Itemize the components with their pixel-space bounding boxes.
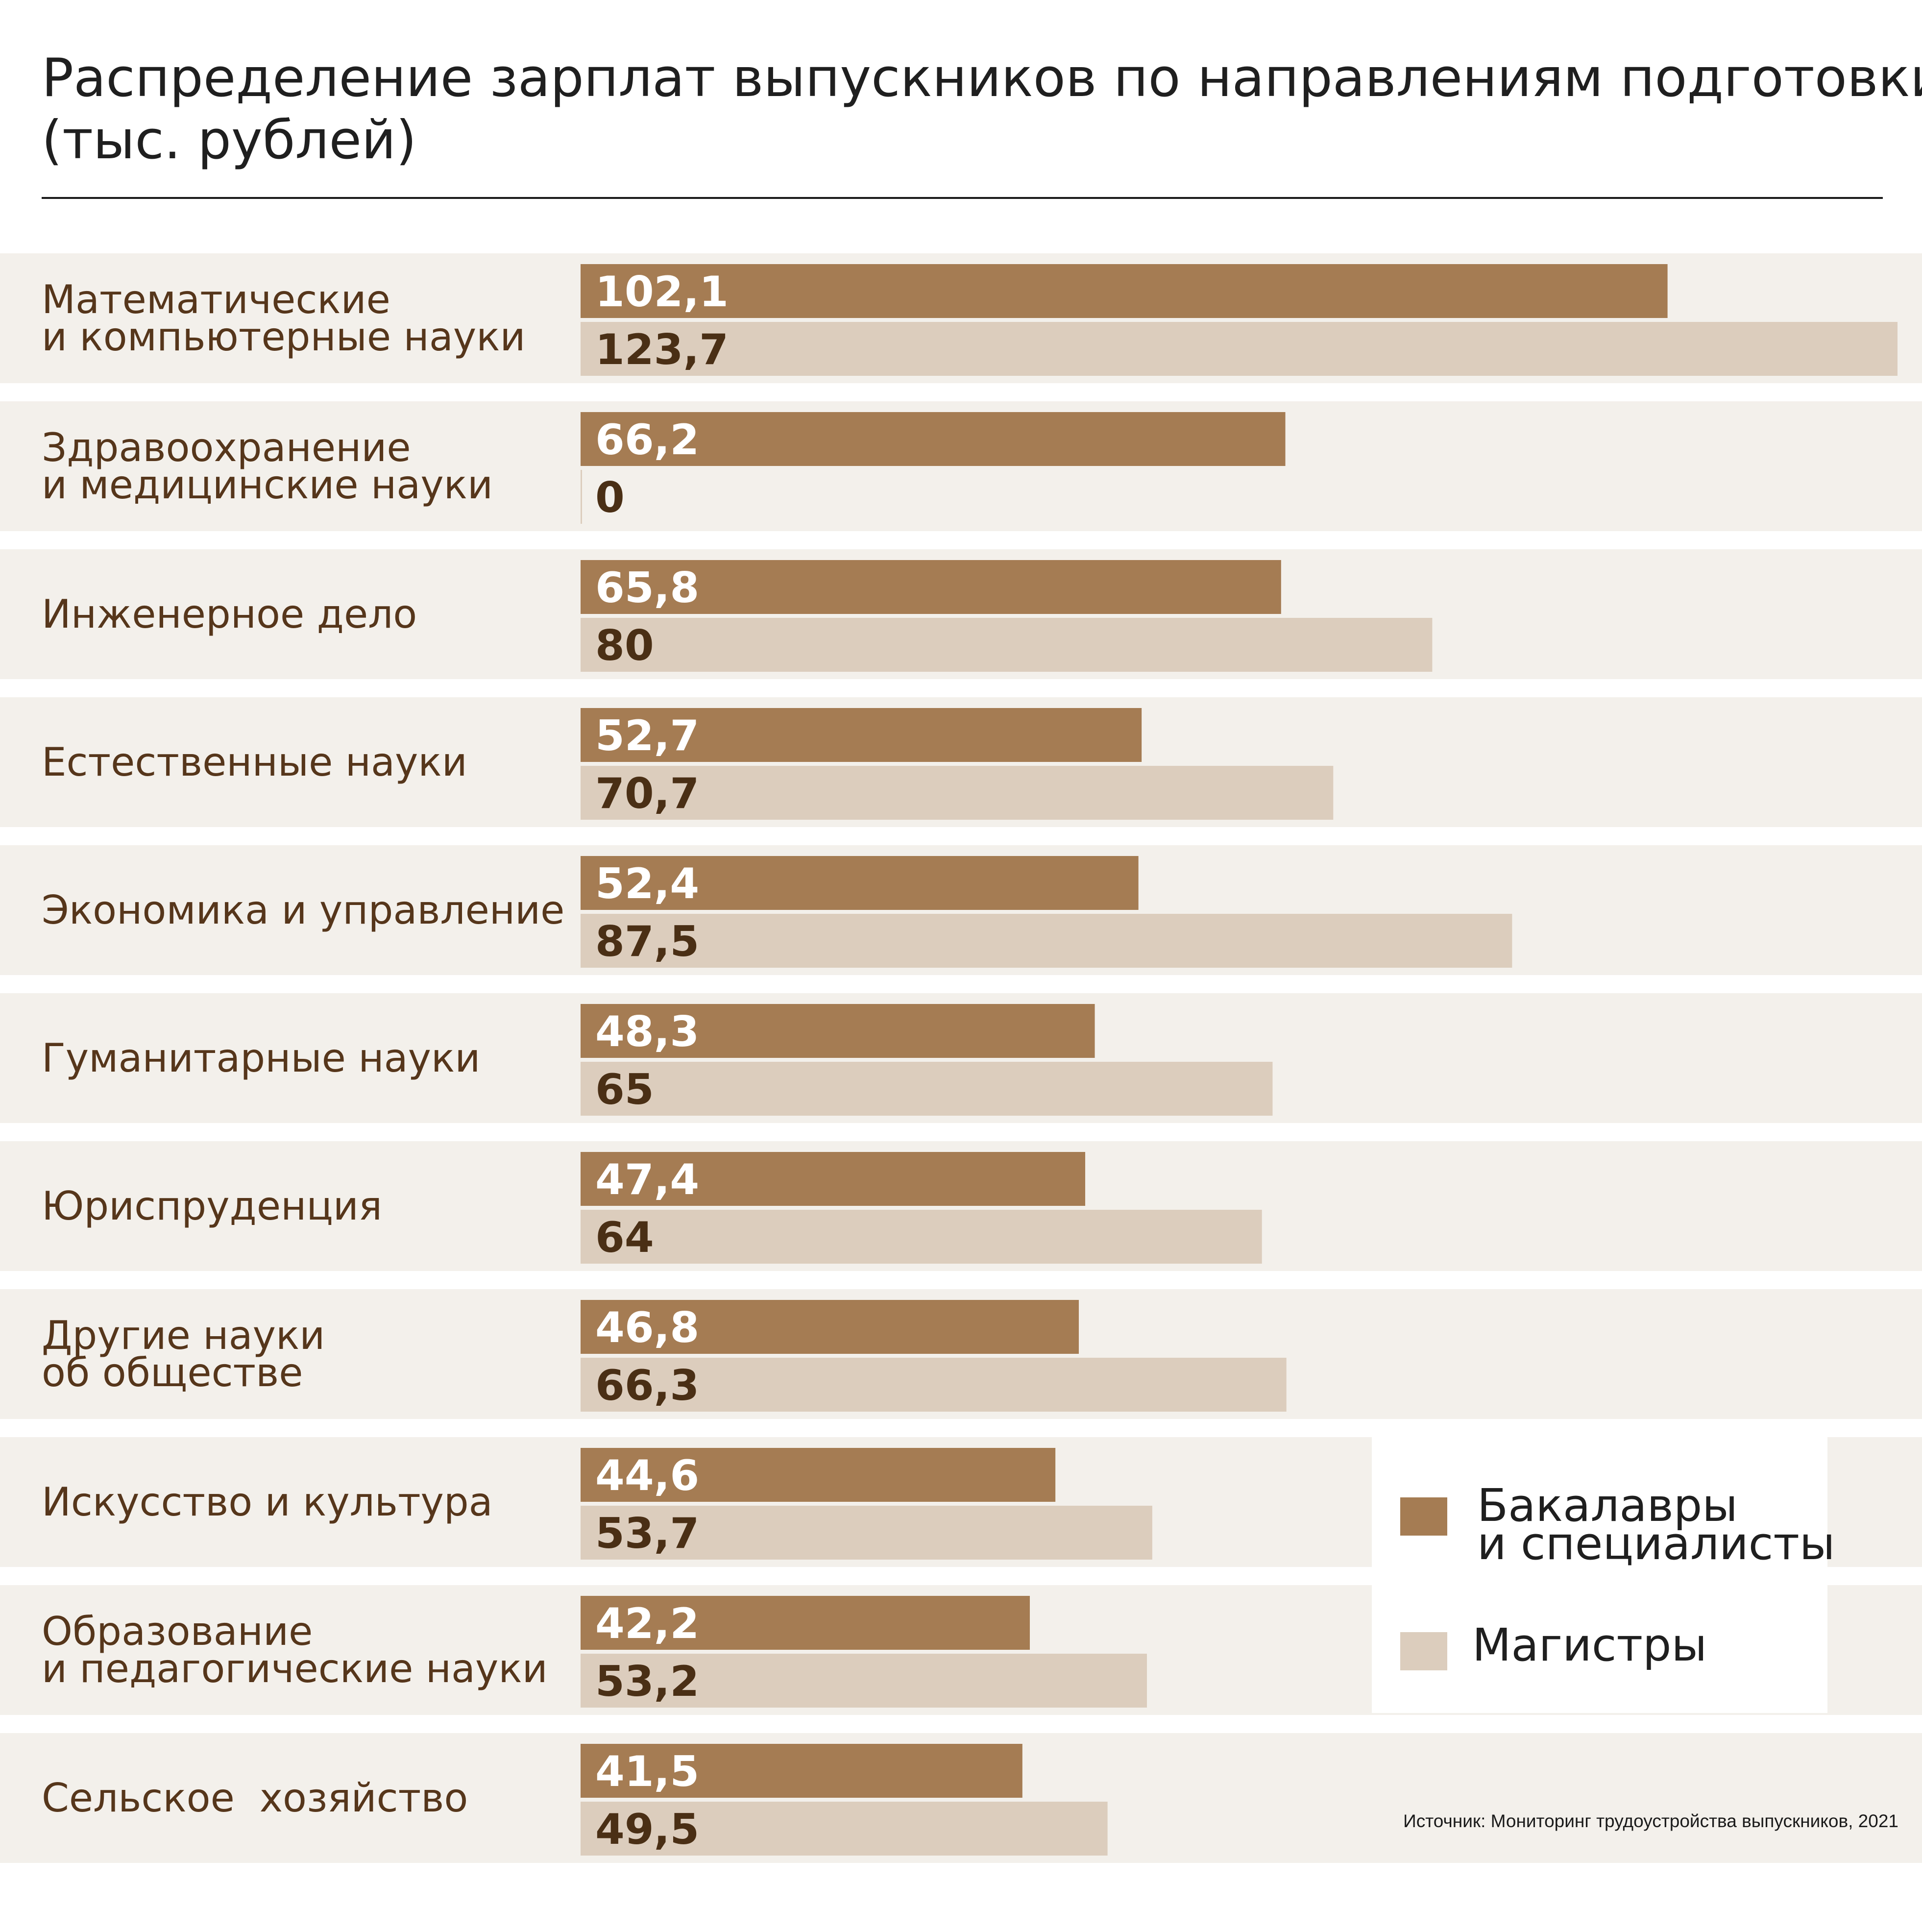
value-label-masters: 70,7 bbox=[595, 769, 699, 818]
category-label: Инженерное дело bbox=[42, 591, 417, 637]
category-label: Образование и педагогические науки bbox=[42, 1608, 548, 1691]
category-label: Экономика и управление bbox=[42, 887, 565, 933]
bar-bachelors bbox=[581, 1004, 1095, 1058]
bar-masters bbox=[581, 1358, 1287, 1412]
category-label: Сельское хозяйство bbox=[42, 1775, 468, 1821]
category-label: Естественные науки bbox=[42, 739, 467, 785]
bar-masters bbox=[581, 1210, 1262, 1264]
value-label-masters: 49,5 bbox=[595, 1805, 699, 1854]
bar-masters bbox=[581, 1654, 1147, 1708]
bar-bachelors bbox=[581, 560, 1281, 614]
value-label-masters: 80 bbox=[595, 621, 654, 670]
bar-bachelors bbox=[581, 708, 1142, 762]
value-label-bachelors: 66,2 bbox=[595, 416, 699, 465]
value-label-bachelors: 65,8 bbox=[595, 563, 699, 612]
bar-bachelors bbox=[581, 264, 1668, 318]
value-label-masters: 0 bbox=[595, 473, 625, 522]
value-label-masters: 64 bbox=[595, 1213, 654, 1262]
bar-bachelors bbox=[581, 1744, 1022, 1798]
value-label-bachelors: 44,6 bbox=[595, 1451, 699, 1500]
value-label-bachelors: 102,1 bbox=[595, 268, 729, 317]
value-label-masters: 53,2 bbox=[595, 1657, 699, 1706]
legend-label-bachelors-line-2: и специалисты bbox=[1477, 1517, 1835, 1570]
bar-bachelors bbox=[581, 1448, 1056, 1502]
value-label-bachelors: 52,7 bbox=[595, 711, 699, 760]
title-divider bbox=[42, 197, 1883, 199]
bar-bachelors bbox=[581, 1300, 1079, 1354]
category-label: Другие науки об обществе bbox=[42, 1312, 325, 1395]
value-label-bachelors: 42,2 bbox=[595, 1599, 699, 1648]
legend-label-masters: Магистры bbox=[1472, 1619, 1707, 1671]
bar-bachelors bbox=[581, 1596, 1030, 1650]
value-label-masters: 123,7 bbox=[595, 325, 729, 374]
category-label: Искусство и культура bbox=[42, 1479, 493, 1525]
bar-bachelors bbox=[581, 412, 1286, 466]
legend-label-bachelors-line-1: Бакалавры bbox=[1477, 1479, 1738, 1532]
value-label-bachelors: 48,3 bbox=[595, 1007, 699, 1056]
bar-masters bbox=[581, 618, 1433, 672]
category-label: Математические и компьютерные науки bbox=[42, 276, 526, 360]
bar-bachelors bbox=[581, 1152, 1086, 1206]
bar-masters bbox=[581, 1802, 1108, 1856]
source-note: Источник: Мониторинг трудоустройства вып… bbox=[1403, 1811, 1898, 1831]
value-label-masters: 66,3 bbox=[595, 1361, 699, 1410]
category-label: Здравоохранение и медицинские науки bbox=[42, 424, 493, 508]
legend-swatch-bachelors bbox=[1400, 1497, 1447, 1536]
category-label: Гуманитарные науки bbox=[42, 1035, 481, 1081]
value-label-bachelors: 47,4 bbox=[595, 1155, 699, 1204]
chart-title-line-2: (тыс. рублей) bbox=[42, 110, 417, 171]
bar-masters bbox=[581, 914, 1512, 968]
value-label-masters: 65 bbox=[595, 1065, 654, 1114]
value-label-masters: 87,5 bbox=[595, 917, 699, 966]
value-label-bachelors: 52,4 bbox=[595, 859, 699, 908]
value-label-bachelors: 41,5 bbox=[595, 1747, 699, 1796]
bar-masters bbox=[581, 1062, 1273, 1116]
bar-masters bbox=[581, 766, 1334, 820]
value-label-bachelors: 46,8 bbox=[595, 1303, 699, 1352]
bar-bachelors bbox=[581, 856, 1139, 910]
bar-masters bbox=[581, 1506, 1152, 1560]
bar-masters bbox=[581, 322, 1898, 376]
legend-swatch-masters bbox=[1400, 1632, 1447, 1670]
legend: Бакалавры и специалисты Магистры bbox=[1372, 1434, 1835, 1713]
category-label: Юриспруденция bbox=[42, 1183, 382, 1229]
bar-masters-zero-baseline bbox=[581, 470, 582, 524]
chart-title-line-1: Распределение зарплат выпускников по нап… bbox=[42, 48, 1922, 109]
value-label-masters: 53,7 bbox=[595, 1509, 699, 1558]
